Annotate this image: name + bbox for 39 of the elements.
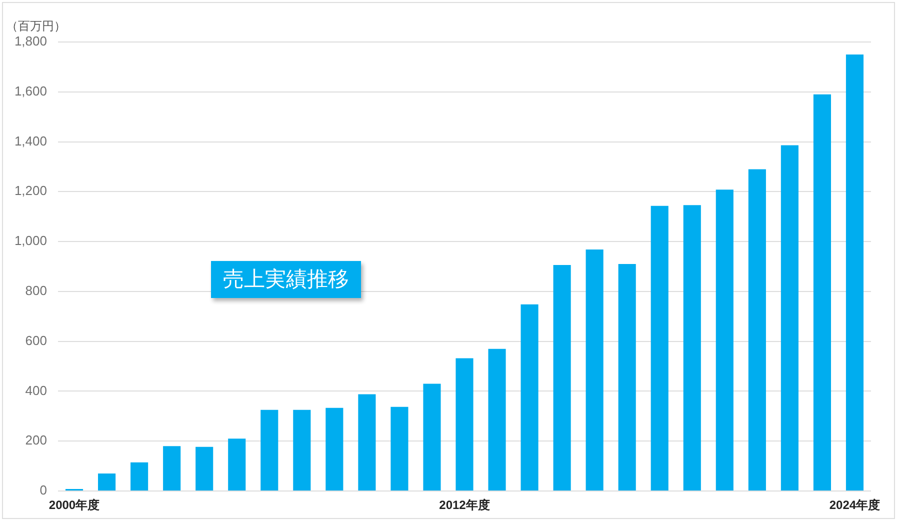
y-axis-title: （百万円） (6, 19, 66, 33)
bar (390, 406, 408, 490)
bar (293, 410, 311, 490)
bar (618, 264, 636, 490)
bar (196, 446, 214, 490)
x-tick-label: 2024年度 (829, 498, 880, 512)
bar (846, 54, 864, 490)
bar (553, 265, 571, 490)
y-tick-label: 0 (40, 482, 47, 498)
y-tick-label: 1,000 (14, 233, 47, 248)
bar (748, 169, 766, 490)
bar (228, 438, 246, 490)
bar (780, 145, 798, 490)
x-tick-label: 2000年度 (48, 498, 100, 512)
bar (520, 304, 538, 490)
bar (716, 190, 734, 490)
bar (130, 462, 148, 490)
bar (813, 94, 831, 490)
bar (683, 205, 701, 490)
x-tick-label: 2012年度 (439, 498, 490, 512)
y-tick-label: 1,400 (14, 133, 47, 148)
y-tick-label: 800 (25, 283, 47, 298)
bar (423, 384, 441, 490)
text: 売上実績推移 (211, 261, 361, 298)
y-tick-label: 1,200 (14, 183, 47, 198)
bar (456, 358, 474, 490)
bar (650, 206, 668, 490)
y-tick-label: 1,600 (14, 83, 47, 98)
y-tick-label: 400 (25, 382, 47, 398)
bar (163, 446, 181, 490)
bar (586, 250, 604, 490)
bar (326, 408, 344, 490)
bar (98, 474, 116, 490)
y-tick-label: 600 (25, 332, 47, 348)
bar (488, 348, 506, 490)
bar (358, 394, 376, 490)
y-tick-label: 200 (25, 432, 47, 448)
y-tick-label: 1,800 (14, 34, 47, 49)
bar (260, 410, 278, 490)
